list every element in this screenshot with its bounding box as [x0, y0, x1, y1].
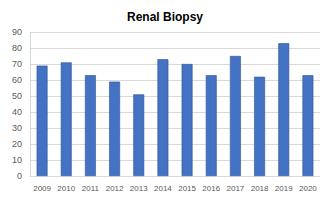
svg-text:2009: 2009 [33, 184, 51, 193]
svg-text:30: 30 [12, 123, 22, 133]
svg-text:50: 50 [12, 91, 22, 101]
svg-text:2013: 2013 [130, 184, 148, 193]
svg-text:Renal Biopsy: Renal Biopsy [127, 10, 203, 24]
svg-text:2012: 2012 [106, 184, 124, 193]
svg-text:2011: 2011 [82, 184, 100, 193]
svg-text:2017: 2017 [227, 184, 245, 193]
svg-text:2016: 2016 [202, 184, 220, 193]
svg-text:2014: 2014 [154, 184, 172, 193]
svg-text:2020: 2020 [299, 184, 317, 193]
svg-text:80: 80 [12, 43, 22, 53]
svg-text:2010: 2010 [57, 184, 75, 193]
svg-text:10: 10 [12, 155, 22, 165]
svg-text:2018: 2018 [251, 184, 269, 193]
svg-text:0: 0 [17, 171, 22, 181]
svg-text:40: 40 [12, 107, 22, 117]
svg-text:90: 90 [12, 27, 22, 37]
svg-text:60: 60 [12, 75, 22, 85]
svg-text:2015: 2015 [178, 184, 196, 193]
svg-text:20: 20 [12, 139, 22, 149]
svg-text:70: 70 [12, 59, 22, 69]
svg-text:2019: 2019 [275, 184, 293, 193]
